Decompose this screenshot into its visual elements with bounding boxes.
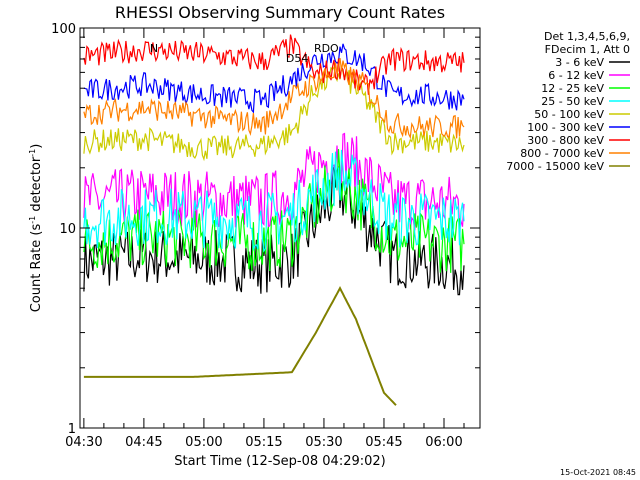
- y-tick-label: 1: [68, 422, 76, 437]
- legend-header: FDecim 1, Att 0: [545, 43, 630, 56]
- x-tick-label: 05:00: [185, 435, 222, 450]
- series-line: [83, 132, 465, 231]
- annotation-label: D54: [286, 52, 308, 65]
- legend-header: Det 1,3,4,5,6,9,: [544, 30, 630, 43]
- plot-area: [83, 34, 465, 406]
- x-tick-label: 05:45: [365, 435, 402, 450]
- y-tick-label: 100: [51, 22, 76, 37]
- series-line: [83, 286, 397, 406]
- x-tick-label: 05:30: [305, 435, 342, 450]
- annotation-label: N: [150, 42, 158, 55]
- legend-entry: 12 - 25 keV: [541, 82, 604, 95]
- chart-title: RHESSI Observing Summary Count Rates: [115, 3, 445, 22]
- series-line: [83, 65, 465, 162]
- y-axis-label: Count Rate (s-1 detector-1): [28, 144, 44, 313]
- series-line: [83, 43, 465, 114]
- legend-entry: 800 - 7000 keV: [520, 147, 604, 160]
- series-line: [83, 58, 465, 140]
- x-tick-label: 04:30: [65, 435, 102, 450]
- legend: Det 1,3,4,5,6,9,FDecim 1, Att 03 - 6 keV…: [506, 30, 630, 173]
- series-line: [83, 34, 465, 95]
- annotation-label: RDO: [314, 42, 339, 55]
- x-tick-label: 05:15: [245, 435, 282, 450]
- legend-entry: 300 - 800 keV: [527, 134, 604, 147]
- legend-entry: 50 - 100 keV: [534, 108, 604, 121]
- series-line: [83, 149, 465, 253]
- series-line: [83, 165, 465, 296]
- legend-entry: 7000 - 15000 keV: [506, 160, 604, 173]
- legend-entry: 6 - 12 keV: [548, 69, 604, 82]
- x-axis-label: Start Time (12-Sep-08 04:29:02): [174, 454, 385, 469]
- legend-entry: 25 - 50 keV: [541, 95, 604, 108]
- legend-entry: 100 - 300 keV: [527, 121, 604, 134]
- annotations: N RDO D54: [150, 42, 339, 65]
- y-tick-label: 10: [59, 222, 76, 237]
- x-axis: 04:30 04:45 05:00 05:15 05:30 05:45 06:00: [65, 28, 465, 450]
- x-tick-label: 06:00: [425, 435, 462, 450]
- x-tick-label: 04:45: [125, 435, 162, 450]
- legend-entry: 3 - 6 keV: [555, 56, 604, 69]
- footer-date: 15-Oct-2021 08:45: [560, 468, 636, 477]
- y-axis: 1 10 100: [51, 22, 480, 437]
